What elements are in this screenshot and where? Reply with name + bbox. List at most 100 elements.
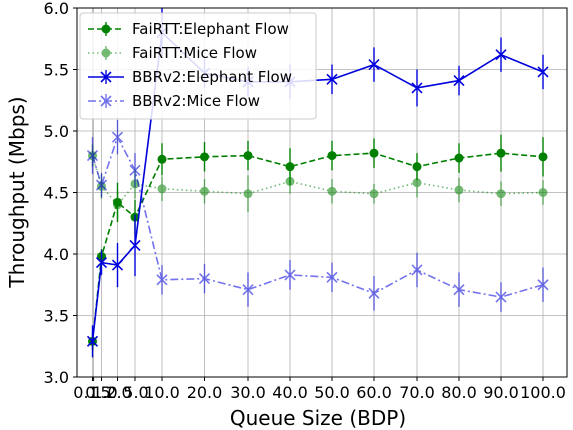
series-line <box>91 152 544 342</box>
data-point-stroke <box>368 59 380 71</box>
data-point <box>95 257 108 269</box>
data-point <box>411 264 423 276</box>
y-axis-ticks: 3.0 3.5 4.0 4.5 5.0 5.5 6.0 <box>44 0 77 387</box>
data-point-stroke <box>411 82 423 94</box>
x-tick-label: 30.0 <box>230 383 266 402</box>
data-point-stroke <box>100 71 112 83</box>
data-point-stroke <box>95 257 108 269</box>
data-point-stroke <box>86 150 99 162</box>
data-point <box>113 200 122 210</box>
data-point <box>111 259 124 271</box>
data-point <box>412 178 422 188</box>
x-tick-label: 60.0 <box>356 383 392 402</box>
x-axis-ticks: 0.10.51.02.05.010.0 20.0 30.0 40.0 50.0 60.0 7… <box>73 377 566 402</box>
data-point-stroke <box>156 274 168 286</box>
data-point <box>284 269 296 281</box>
data-point <box>453 284 465 296</box>
data-point <box>496 189 506 199</box>
data-point <box>100 95 112 107</box>
data-point <box>111 131 124 143</box>
x-tick-label: 1.0 <box>92 383 117 402</box>
data-point-stroke <box>129 239 141 251</box>
series-line <box>91 135 544 298</box>
data-point-stroke <box>537 66 549 78</box>
data-point <box>368 59 380 71</box>
data-point <box>495 291 507 303</box>
data-point <box>285 176 295 186</box>
data-point-stroke <box>495 291 507 303</box>
data-point <box>101 48 111 58</box>
x-tick-label: 0.5 <box>85 383 110 402</box>
data-point <box>538 188 548 197</box>
data-point <box>95 179 108 191</box>
y-tick-label: 4.0 <box>44 245 69 264</box>
data-point <box>86 335 99 347</box>
x-tick-label: 70.0 <box>399 383 435 402</box>
y-tick-label: 4.5 <box>44 184 69 203</box>
legend-label: FaiRTT:Elephant Flow <box>132 20 289 38</box>
y-tick-label: 5.5 <box>44 61 69 80</box>
data-point-stroke <box>453 284 465 296</box>
data-point <box>327 186 337 196</box>
data-point-stroke <box>111 259 124 271</box>
data-point <box>242 284 254 296</box>
data-point <box>156 274 168 286</box>
data-point <box>243 151 253 161</box>
data-point-stroke <box>537 279 549 291</box>
data-point-stroke <box>198 273 211 285</box>
data-point <box>453 75 465 87</box>
x-tick-label: 0.1 <box>73 383 98 402</box>
data-point <box>537 66 549 78</box>
x-tick-label: 100.0 <box>520 383 566 402</box>
data-point <box>129 239 141 251</box>
series-line <box>91 155 544 207</box>
data-point <box>537 279 549 291</box>
data-point <box>369 148 379 158</box>
x-tick-label: 2.0 <box>106 383 131 402</box>
data-point <box>369 189 379 199</box>
y-axis-label: Throughput (Mbps) <box>5 96 29 288</box>
data-point <box>326 271 338 283</box>
data-point <box>454 153 464 163</box>
data-point-stroke <box>453 75 465 87</box>
data-point <box>538 152 548 162</box>
data-point <box>454 185 464 195</box>
data-point <box>368 287 380 299</box>
data-point <box>157 154 167 164</box>
data-point-stroke <box>495 49 507 61</box>
data-point <box>157 184 167 194</box>
legend-label: FaiRTT:Mice Flow <box>132 44 257 62</box>
data-point <box>86 150 99 162</box>
y-tick-label: 6.0 <box>44 0 69 18</box>
legend-label: BBRv2:Mice Flow <box>132 92 260 110</box>
data-point <box>495 49 507 61</box>
legend-label: BBRv2:Elephant Flow <box>132 68 292 86</box>
data-point <box>200 186 209 196</box>
data-point <box>411 82 423 94</box>
data-point <box>101 24 111 34</box>
x-tick-label: 5.0 <box>123 383 148 402</box>
legend-item-3 <box>88 94 124 108</box>
x-tick-label: 10.0 <box>144 383 180 402</box>
data-point-stroke <box>368 287 380 299</box>
x-tick-label: 90.0 <box>483 383 519 402</box>
data-point-stroke <box>95 179 108 191</box>
data-point-stroke <box>326 271 338 283</box>
legend-item-2 <box>88 70 124 84</box>
data-point <box>100 71 112 83</box>
data-point <box>200 152 209 162</box>
data-point-stroke <box>100 95 112 107</box>
x-tick-label: 50.0 <box>314 383 350 402</box>
data-point <box>243 189 253 199</box>
legend: FaiRTT:Elephant Flow FaiRTT:Mice Flow BBRv… <box>79 12 317 120</box>
data-point <box>129 164 141 176</box>
legend-item-0 <box>88 22 124 36</box>
y-tick-label: 5.0 <box>44 122 69 141</box>
data-point <box>326 73 338 85</box>
data-point-stroke <box>242 284 254 296</box>
x-tick-label: 40.0 <box>272 383 308 402</box>
series-3 <box>86 119 549 312</box>
y-tick-label: 3.5 <box>44 307 69 326</box>
x-tick-label: 80.0 <box>441 383 477 402</box>
